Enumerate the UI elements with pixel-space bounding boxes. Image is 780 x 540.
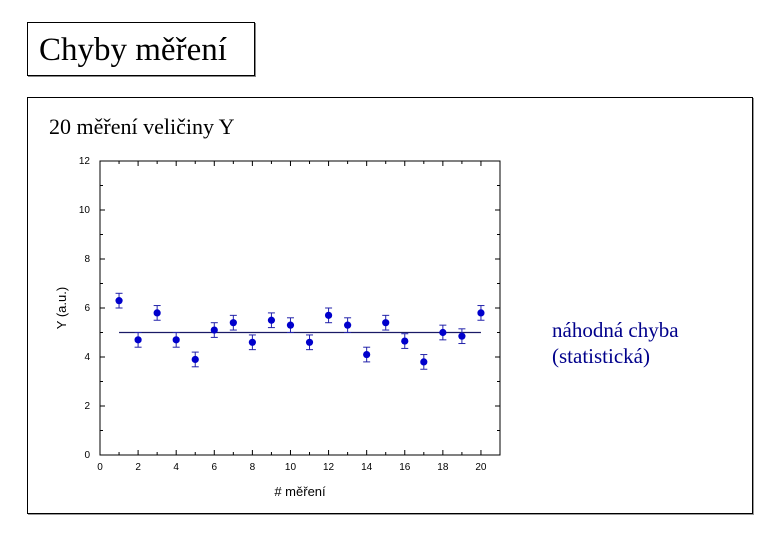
chart-subtitle: 20 měření veličiny Y [49, 114, 235, 139]
y-axis-label: Y (a.u.) [54, 287, 69, 329]
x-tick-label: 6 [212, 462, 218, 473]
data-point [286, 321, 295, 329]
plot-frame [99, 160, 501, 456]
data-point [134, 336, 142, 344]
data-point [229, 319, 237, 327]
content-frame [27, 97, 753, 514]
data-point [210, 326, 218, 334]
x-tick-label: 4 [173, 462, 179, 473]
annotation-line-1: náhodná chyba [552, 318, 679, 342]
x-tick-label: 12 [323, 462, 335, 473]
data-point [382, 319, 390, 327]
x-axis-label: # měření [274, 484, 326, 499]
y-tick-label: 8 [84, 254, 90, 265]
annotation-text: náhodná chyba (statistická) [552, 317, 679, 369]
x-tick-label: 16 [399, 462, 411, 473]
slide-title: Chyby měření [39, 32, 227, 68]
data-point [458, 332, 466, 340]
data-point [439, 328, 447, 337]
x-tick-label: 18 [437, 462, 449, 473]
data-point [324, 311, 333, 319]
data-point [191, 355, 199, 364]
data-point [305, 338, 314, 346]
data-point [363, 350, 371, 359]
slide-title-box: Chyby měření [27, 22, 255, 76]
x-tick-label: 14 [361, 462, 373, 473]
data-point [153, 309, 161, 317]
data-point [420, 358, 428, 366]
y-tick-label: 6 [84, 303, 90, 314]
data-point [172, 336, 180, 344]
y-tick-label: 10 [79, 205, 91, 216]
y-tick-label: 12 [79, 156, 91, 167]
x-tick-label: 0 [97, 462, 103, 473]
x-tick-label: 20 [475, 462, 487, 473]
data-point [115, 297, 123, 305]
y-tick-label: 4 [84, 352, 90, 363]
data-point [401, 337, 409, 345]
x-tick-label: 10 [285, 462, 297, 473]
y-tick-label: 0 [84, 450, 90, 461]
data-point [248, 338, 256, 346]
data-point [267, 316, 276, 324]
x-tick-label: 2 [135, 462, 141, 473]
x-tick-label: 8 [250, 462, 256, 473]
data-point [344, 321, 352, 329]
data-point [477, 309, 485, 317]
annotation-line-2: (statistická) [552, 344, 650, 368]
y-tick-label: 2 [84, 401, 90, 412]
